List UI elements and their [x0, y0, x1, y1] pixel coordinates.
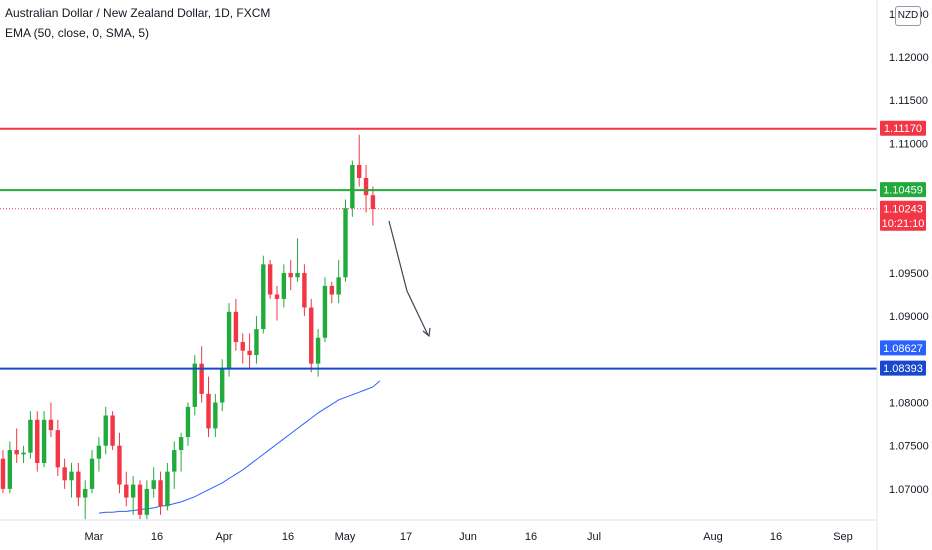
currency-badge[interactable]: NZD — [895, 6, 921, 26]
time-tick-label: 16 — [282, 531, 294, 543]
candle-body[interactable] — [0, 458, 6, 489]
candle-body[interactable] — [295, 272, 300, 278]
candle-body[interactable] — [233, 311, 239, 343]
candle-body[interactable] — [288, 272, 293, 278]
indicator-legend[interactable]: EMA (50, close, 0, SMA, 5) — [5, 26, 150, 40]
candle-body[interactable] — [281, 272, 287, 299]
candle-body[interactable] — [213, 402, 218, 429]
candle-body[interactable] — [329, 285, 334, 295]
time-tick-label: May — [335, 531, 356, 543]
candle-body[interactable] — [151, 480, 156, 489]
candle-body[interactable] — [261, 264, 266, 330]
candle-body[interactable] — [315, 337, 321, 364]
candle-body[interactable] — [117, 445, 122, 485]
ema-price-tag-bg — [880, 340, 926, 356]
candle-body[interactable] — [62, 467, 67, 481]
candle-body[interactable] — [89, 458, 95, 489]
price-tags: 1.11170 1.10459 1.10243 10:21:10 1.08627 1.08… — [880, 120, 926, 376]
candle-body[interactable] — [192, 363, 197, 407]
candle-body[interactable] — [178, 437, 184, 451]
candle-body[interactable] — [274, 294, 280, 299]
projection-arrow-head — [422, 327, 431, 338]
time-tick-label: Aug — [703, 531, 723, 543]
candle-body[interactable] — [14, 450, 19, 455]
candle-body[interactable] — [124, 484, 129, 498]
candle-body[interactable] — [21, 452, 26, 455]
price-tick-label: 1.08000 — [889, 398, 929, 410]
price-tick-label: 1.09000 — [889, 311, 929, 323]
candle-body[interactable] — [302, 272, 307, 308]
candle-body[interactable] — [357, 164, 362, 178]
current-price-tag-countdown: 10:21:10 — [882, 218, 925, 230]
candle-body[interactable] — [130, 484, 136, 498]
time-tick-label: Sep — [833, 531, 853, 543]
candle-body[interactable] — [35, 419, 40, 463]
time-axis: Mar 16 Apr 16 May 17 Jun 16 Jul Aug 16 Sep — [85, 531, 853, 543]
candle-body[interactable] — [103, 415, 108, 446]
time-tick-label: 16 — [525, 531, 537, 543]
low-support-price-tag-label: 1.08393 — [883, 363, 923, 375]
candle-body[interactable] — [343, 208, 348, 278]
resistance-price-tag-bg — [880, 120, 926, 136]
candle-body[interactable] — [370, 195, 376, 210]
price-tick-label: 1.11500 — [889, 95, 928, 107]
candle-body[interactable] — [83, 488, 88, 498]
candle-body[interactable] — [55, 430, 60, 468]
candle-body[interactable] — [48, 419, 54, 431]
time-tick-label: 16 — [770, 531, 782, 543]
candle-body[interactable] — [69, 471, 74, 481]
candle-body[interactable] — [240, 342, 245, 351]
candle-body[interactable] — [199, 363, 204, 394]
time-tick-label: 17 — [400, 531, 412, 543]
ema-price-tag-label: 1.08627 — [883, 343, 923, 355]
current-price-tag-label: 1.10243 — [883, 203, 923, 215]
price-tick-label: 1.07000 — [889, 484, 929, 496]
price-tick-label: 1.09500 — [889, 268, 929, 280]
candle-body[interactable] — [336, 277, 341, 295]
symbol-title[interactable]: Australian Dollar / New Zealand Dollar, … — [5, 6, 271, 20]
candle-body[interactable] — [144, 488, 150, 515]
mid-support-price-tag-label: 1.10459 — [883, 185, 923, 197]
candle-body[interactable] — [220, 367, 225, 403]
time-tick-label: Jun — [459, 531, 477, 543]
candle-body[interactable] — [76, 471, 81, 498]
candle-body[interactable] — [322, 285, 328, 338]
candle-body[interactable] — [41, 419, 47, 463]
candle-body[interactable] — [96, 445, 102, 459]
price-tick-label: 1.11000 — [889, 138, 928, 150]
horizontal-levels — [0, 127, 877, 370]
candle-body[interactable] — [254, 329, 259, 356]
candle-body[interactable] — [158, 480, 163, 507]
candle-body[interactable] — [350, 164, 355, 209]
price-axis: 1.125001.120001.115001.110001.095001.090… — [889, 9, 929, 496]
projection-arrow-drawing — [388, 220, 431, 338]
candle-body[interactable] — [247, 350, 252, 356]
current-price-tag-bg — [880, 200, 926, 231]
time-tick-label: Mar — [85, 531, 104, 543]
time-tick-label: 16 — [151, 531, 163, 543]
candle-body[interactable] — [110, 415, 115, 446]
candle-body[interactable] — [363, 177, 369, 196]
candle-body[interactable] — [165, 471, 170, 507]
candle-body[interactable] — [206, 393, 211, 429]
candle-body[interactable] — [226, 311, 232, 368]
mid-support-price-tag-bg — [880, 182, 926, 198]
price-tick-label: 1.07500 — [889, 441, 929, 453]
time-tick-label: Jul — [587, 531, 601, 543]
candle-body[interactable] — [172, 450, 177, 472]
candle-body[interactable] — [137, 484, 143, 515]
candle-body[interactable] — [28, 419, 33, 453]
candle-body[interactable] — [309, 307, 314, 364]
candle-body[interactable] — [7, 450, 13, 489]
price-tick-label: 1.12000 — [889, 52, 929, 64]
candle-body[interactable] — [185, 406, 191, 438]
resistance-price-tag-label: 1.11170 — [884, 123, 922, 135]
low-support-price-tag-bg — [880, 360, 926, 376]
time-tick-label: Apr — [215, 531, 232, 543]
projection-arrow-line[interactable] — [388, 220, 429, 336]
candles-layer — [0, 134, 376, 520]
candle-body[interactable] — [267, 264, 273, 295]
